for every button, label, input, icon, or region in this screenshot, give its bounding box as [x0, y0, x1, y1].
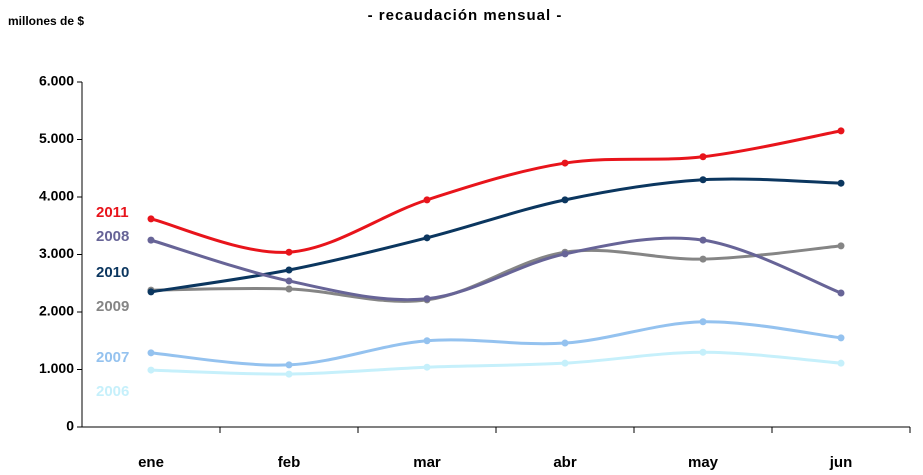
- data-point: [561, 196, 569, 204]
- data-point: [285, 266, 293, 274]
- data-point: [285, 248, 293, 256]
- data-point: [561, 339, 569, 347]
- data-point: [147, 236, 155, 244]
- data-point: [423, 234, 431, 242]
- data-point: [699, 318, 707, 326]
- data-point: [561, 359, 569, 367]
- series-label: 2010: [96, 264, 129, 281]
- data-point: [423, 295, 431, 303]
- y-tick-label: 2.000: [39, 303, 74, 319]
- y-axis-label: millones de $: [8, 14, 84, 28]
- x-tick-label: abr: [553, 454, 577, 471]
- data-point: [285, 285, 293, 293]
- data-point: [423, 363, 431, 371]
- x-tick-label: mar: [413, 454, 441, 471]
- data-point: [699, 236, 707, 244]
- y-tick-label: 1.000: [39, 360, 74, 376]
- series-line: [150, 129, 842, 254]
- data-point: [561, 159, 569, 167]
- series-line: [150, 244, 842, 303]
- x-tick-label: ene: [138, 454, 164, 471]
- series-label: 2006: [96, 383, 129, 400]
- series-label: 2008: [96, 228, 129, 245]
- data-point: [147, 366, 155, 374]
- data-point: [837, 127, 845, 135]
- y-tick-label: 6.000: [39, 73, 74, 89]
- data-point: [837, 179, 845, 187]
- data-point: [699, 153, 707, 161]
- x-tick-label: jun: [829, 454, 853, 471]
- series-label: 2011: [96, 204, 129, 221]
- series-label: 2007: [96, 349, 129, 366]
- y-tick-label: 4.000: [39, 188, 74, 204]
- series-line: [150, 350, 842, 376]
- data-point: [423, 337, 431, 345]
- x-tick-label: feb: [278, 454, 301, 471]
- data-point: [837, 242, 845, 250]
- data-point: [423, 196, 431, 204]
- series-line: [150, 320, 842, 367]
- x-tick-label: may: [688, 454, 719, 471]
- chart-title: - recaudación mensual -: [368, 7, 563, 24]
- series-line: [150, 236, 842, 302]
- data-point: [837, 359, 845, 367]
- data-point: [147, 349, 155, 357]
- data-point: [837, 289, 845, 297]
- data-point: [285, 277, 293, 285]
- data-point: [285, 370, 293, 378]
- y-tick-label: 5.000: [39, 130, 74, 146]
- data-point: [147, 215, 155, 223]
- data-point: [699, 176, 707, 184]
- series-label: 2009: [96, 298, 129, 315]
- data-point: [699, 255, 707, 263]
- data-point: [147, 288, 155, 296]
- y-tick-label: 0: [66, 418, 74, 434]
- data-point: [561, 250, 569, 258]
- data-point: [285, 361, 293, 369]
- data-point: [837, 334, 845, 342]
- series-line: [150, 177, 842, 294]
- data-point: [699, 348, 707, 356]
- y-tick-label: 3.000: [39, 245, 74, 261]
